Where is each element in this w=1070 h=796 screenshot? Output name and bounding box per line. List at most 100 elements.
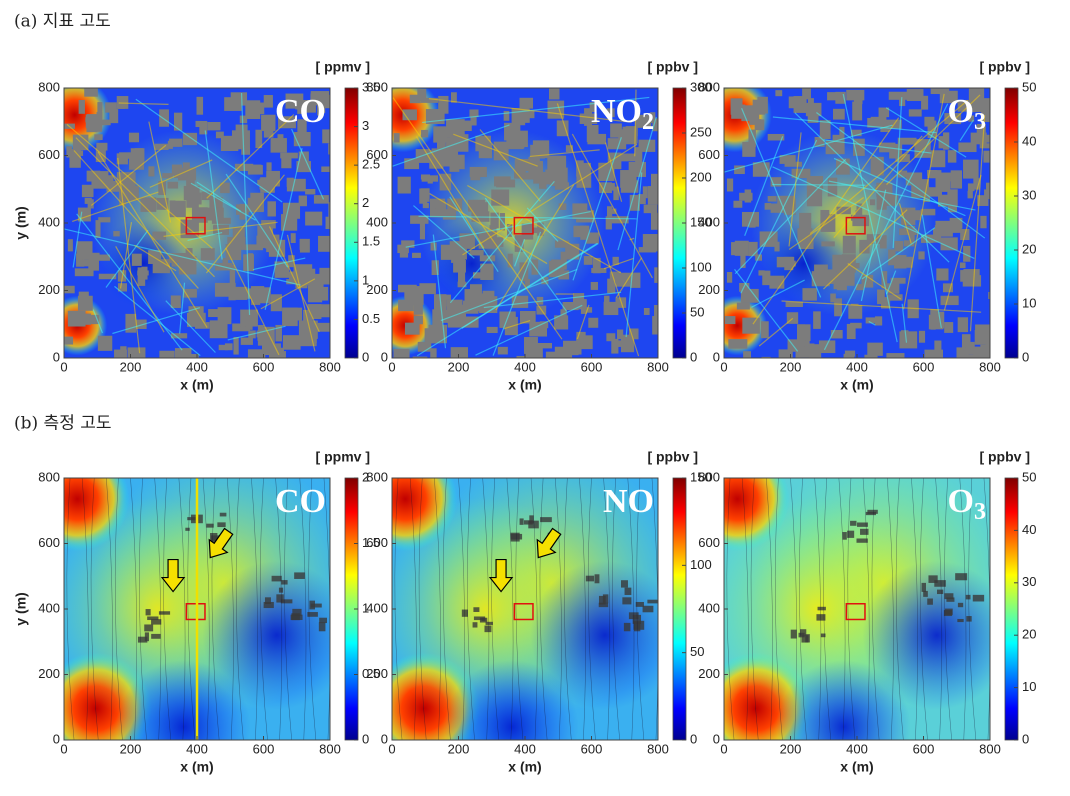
hot-street: [556, 103, 640, 357]
building: [286, 279, 303, 285]
building: [740, 250, 746, 268]
building: [263, 95, 273, 108]
building: [802, 288, 817, 301]
building: [195, 120, 202, 128]
building: [933, 228, 942, 243]
building: [731, 242, 743, 256]
building: [797, 324, 806, 343]
x-tick-label: 400: [514, 741, 536, 756]
hot-street: [264, 148, 303, 310]
building: [314, 322, 330, 332]
colorbar-tick-label: 50: [690, 304, 704, 319]
building: [585, 232, 599, 244]
building: [185, 527, 190, 531]
streamline: [187, 478, 196, 740]
building: [918, 251, 925, 260]
building: [967, 190, 973, 199]
streamline: [114, 478, 123, 740]
hot-street: [225, 173, 289, 268]
building: [903, 240, 915, 247]
building: [532, 140, 550, 159]
hot-street: [462, 143, 638, 256]
building: [726, 272, 733, 283]
building: [556, 120, 569, 137]
building: [867, 117, 880, 128]
hot-street: [603, 257, 634, 270]
building: [154, 143, 169, 150]
building: [207, 122, 221, 131]
hot-street: [204, 130, 223, 260]
streamline: [911, 478, 918, 740]
species-main: O: [948, 483, 974, 520]
hot-street: [148, 121, 172, 223]
y-tick-label: 600: [698, 535, 720, 550]
building: [479, 617, 488, 623]
building: [209, 320, 228, 339]
building: [628, 328, 639, 340]
building: [844, 350, 856, 357]
streamline: [741, 478, 749, 740]
building: [147, 616, 159, 621]
building: [934, 580, 946, 587]
building: [921, 582, 926, 592]
building: [809, 346, 822, 358]
streamline: [871, 478, 880, 740]
building: [988, 291, 990, 300]
building: [233, 336, 239, 355]
building: [169, 253, 186, 263]
building: [220, 182, 230, 194]
hot-street: [734, 269, 799, 352]
building: [740, 288, 759, 303]
building: [790, 629, 797, 639]
building: [955, 573, 968, 581]
hot-street: [526, 207, 559, 242]
building: [232, 323, 251, 332]
building: [884, 119, 902, 129]
building: [94, 134, 103, 140]
arrow: [208, 527, 234, 559]
building: [612, 256, 619, 265]
building: [417, 88, 427, 101]
building: [886, 283, 900, 294]
building: [742, 317, 760, 334]
streamline: [139, 478, 147, 740]
hot-street: [809, 99, 969, 235]
building: [241, 147, 251, 155]
building: [282, 307, 298, 327]
building: [638, 194, 646, 205]
building: [528, 156, 540, 176]
colorbar: [672, 477, 687, 741]
building: [947, 189, 958, 207]
building: [399, 249, 409, 258]
building: [98, 217, 111, 223]
building: [211, 217, 231, 224]
building: [620, 580, 628, 588]
building: [438, 95, 449, 114]
streamline: [579, 478, 586, 740]
building: [558, 203, 567, 210]
building: [297, 119, 307, 138]
x-tick-label: 0: [388, 741, 395, 756]
building: [767, 196, 777, 202]
streamline: [458, 478, 465, 740]
building: [263, 601, 274, 609]
building: [491, 189, 510, 206]
field-blob: [862, 560, 990, 710]
hot-street: [134, 244, 177, 272]
hot-street: [392, 124, 510, 167]
building: [106, 180, 122, 192]
building: [770, 203, 786, 213]
building: [962, 275, 982, 287]
building: [886, 294, 903, 301]
building: [761, 321, 769, 339]
building: [171, 333, 188, 339]
building: [611, 338, 619, 354]
building: [635, 114, 652, 128]
streamline: [814, 478, 822, 740]
building: [833, 272, 843, 290]
building: [617, 329, 624, 340]
building: [784, 161, 802, 167]
x-axis-label: x (m): [840, 759, 873, 775]
building: [920, 208, 936, 216]
x-tick-label: 400: [186, 741, 208, 756]
